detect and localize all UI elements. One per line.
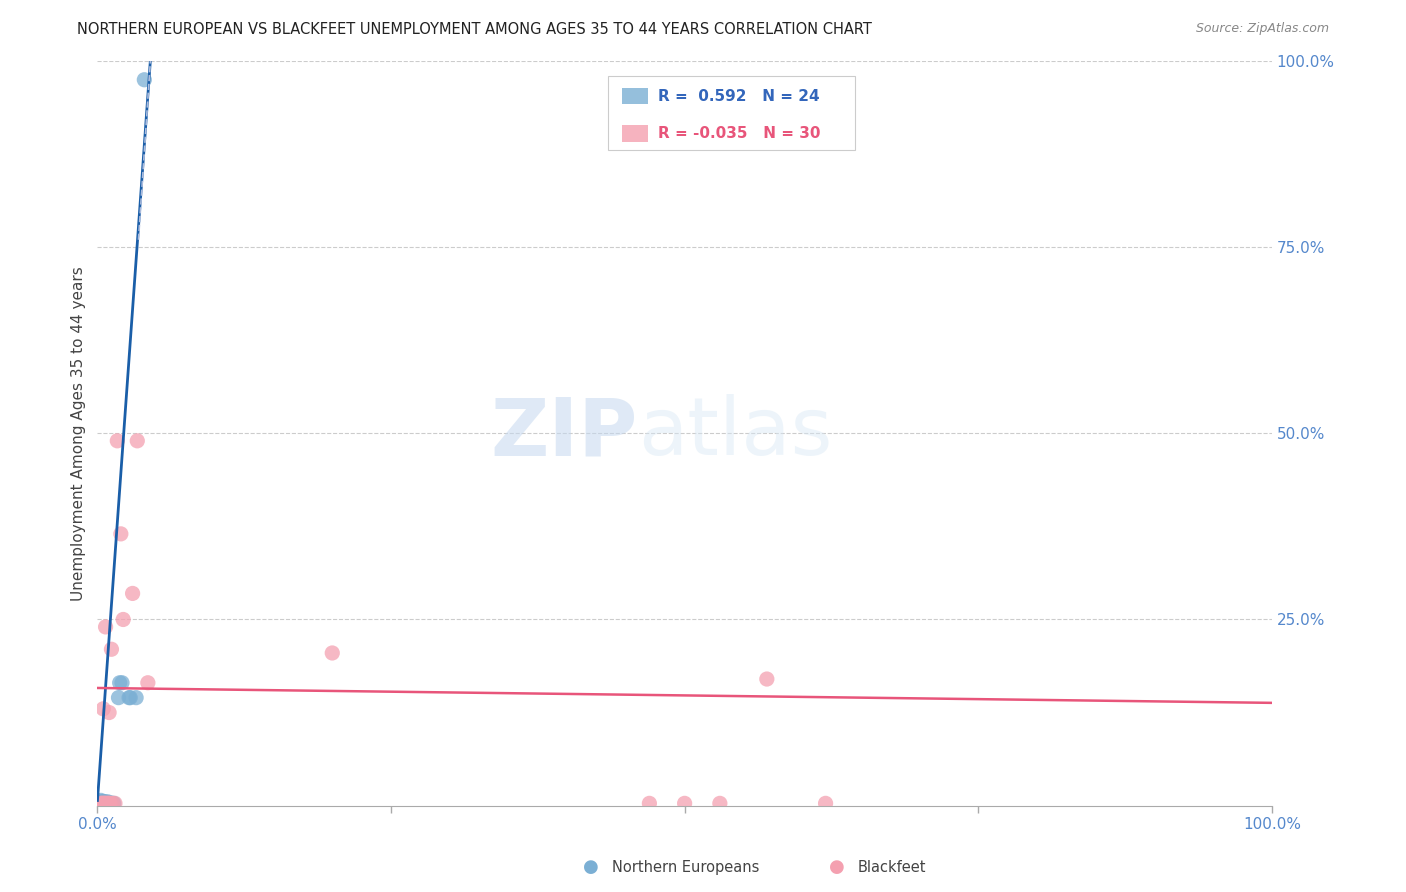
Point <box>90 793 112 807</box>
Point <box>97 797 120 811</box>
Point <box>97 797 120 811</box>
Point <box>91 795 114 809</box>
Point <box>638 797 661 811</box>
Point <box>755 672 778 686</box>
Point <box>94 797 117 811</box>
Point <box>91 797 114 811</box>
Point <box>93 797 115 811</box>
Point <box>673 797 696 811</box>
Text: Source: ZipAtlas.com: Source: ZipAtlas.com <box>1195 22 1329 36</box>
Point <box>105 434 128 448</box>
Point <box>814 797 837 811</box>
Point <box>110 527 132 541</box>
Y-axis label: Unemployment Among Ages 35 to 44 years: Unemployment Among Ages 35 to 44 years <box>72 266 86 600</box>
Text: R =  0.592   N = 24: R = 0.592 N = 24 <box>658 88 820 103</box>
Point <box>104 797 127 811</box>
FancyBboxPatch shape <box>609 76 855 151</box>
Point <box>98 706 121 720</box>
Point <box>100 797 122 811</box>
Text: ●: ● <box>582 858 599 876</box>
Point <box>98 797 121 811</box>
Point <box>93 796 115 810</box>
Point <box>103 797 125 811</box>
Point <box>118 690 141 705</box>
Point <box>100 642 122 657</box>
Point <box>127 434 149 448</box>
Point <box>93 795 115 809</box>
Point <box>96 797 118 811</box>
Point <box>93 797 115 811</box>
Point <box>94 797 117 811</box>
Text: ●: ● <box>828 858 845 876</box>
FancyBboxPatch shape <box>623 88 648 104</box>
Text: ZIP: ZIP <box>491 394 638 473</box>
Point <box>321 646 343 660</box>
Point <box>101 797 124 811</box>
Point <box>97 797 120 811</box>
Point <box>98 797 121 811</box>
Point <box>112 612 135 626</box>
Point <box>98 797 121 811</box>
Point <box>94 620 117 634</box>
Text: Northern Europeans: Northern Europeans <box>612 860 759 874</box>
Point <box>98 797 121 811</box>
Point <box>120 690 142 705</box>
Point <box>96 797 118 811</box>
Point <box>108 675 131 690</box>
Text: R = -0.035   N = 30: R = -0.035 N = 30 <box>658 126 820 141</box>
Point <box>91 797 114 811</box>
FancyBboxPatch shape <box>623 125 648 142</box>
Point <box>125 690 148 705</box>
Text: Blackfeet: Blackfeet <box>858 860 927 874</box>
Point <box>90 797 112 811</box>
Point <box>91 797 114 811</box>
Point <box>101 797 124 811</box>
Point <box>91 797 114 811</box>
Point <box>90 795 112 809</box>
Point <box>94 795 117 809</box>
Point <box>91 795 114 809</box>
Point <box>709 797 731 811</box>
Point <box>91 702 114 716</box>
Point <box>97 795 120 809</box>
Point <box>136 675 159 690</box>
Text: atlas: atlas <box>638 394 832 473</box>
Text: NORTHERN EUROPEAN VS BLACKFEET UNEMPLOYMENT AMONG AGES 35 TO 44 YEARS CORRELATIO: NORTHERN EUROPEAN VS BLACKFEET UNEMPLOYM… <box>77 22 872 37</box>
Point <box>121 586 143 600</box>
Point <box>111 675 134 690</box>
Point <box>107 690 129 705</box>
Point <box>134 72 156 87</box>
